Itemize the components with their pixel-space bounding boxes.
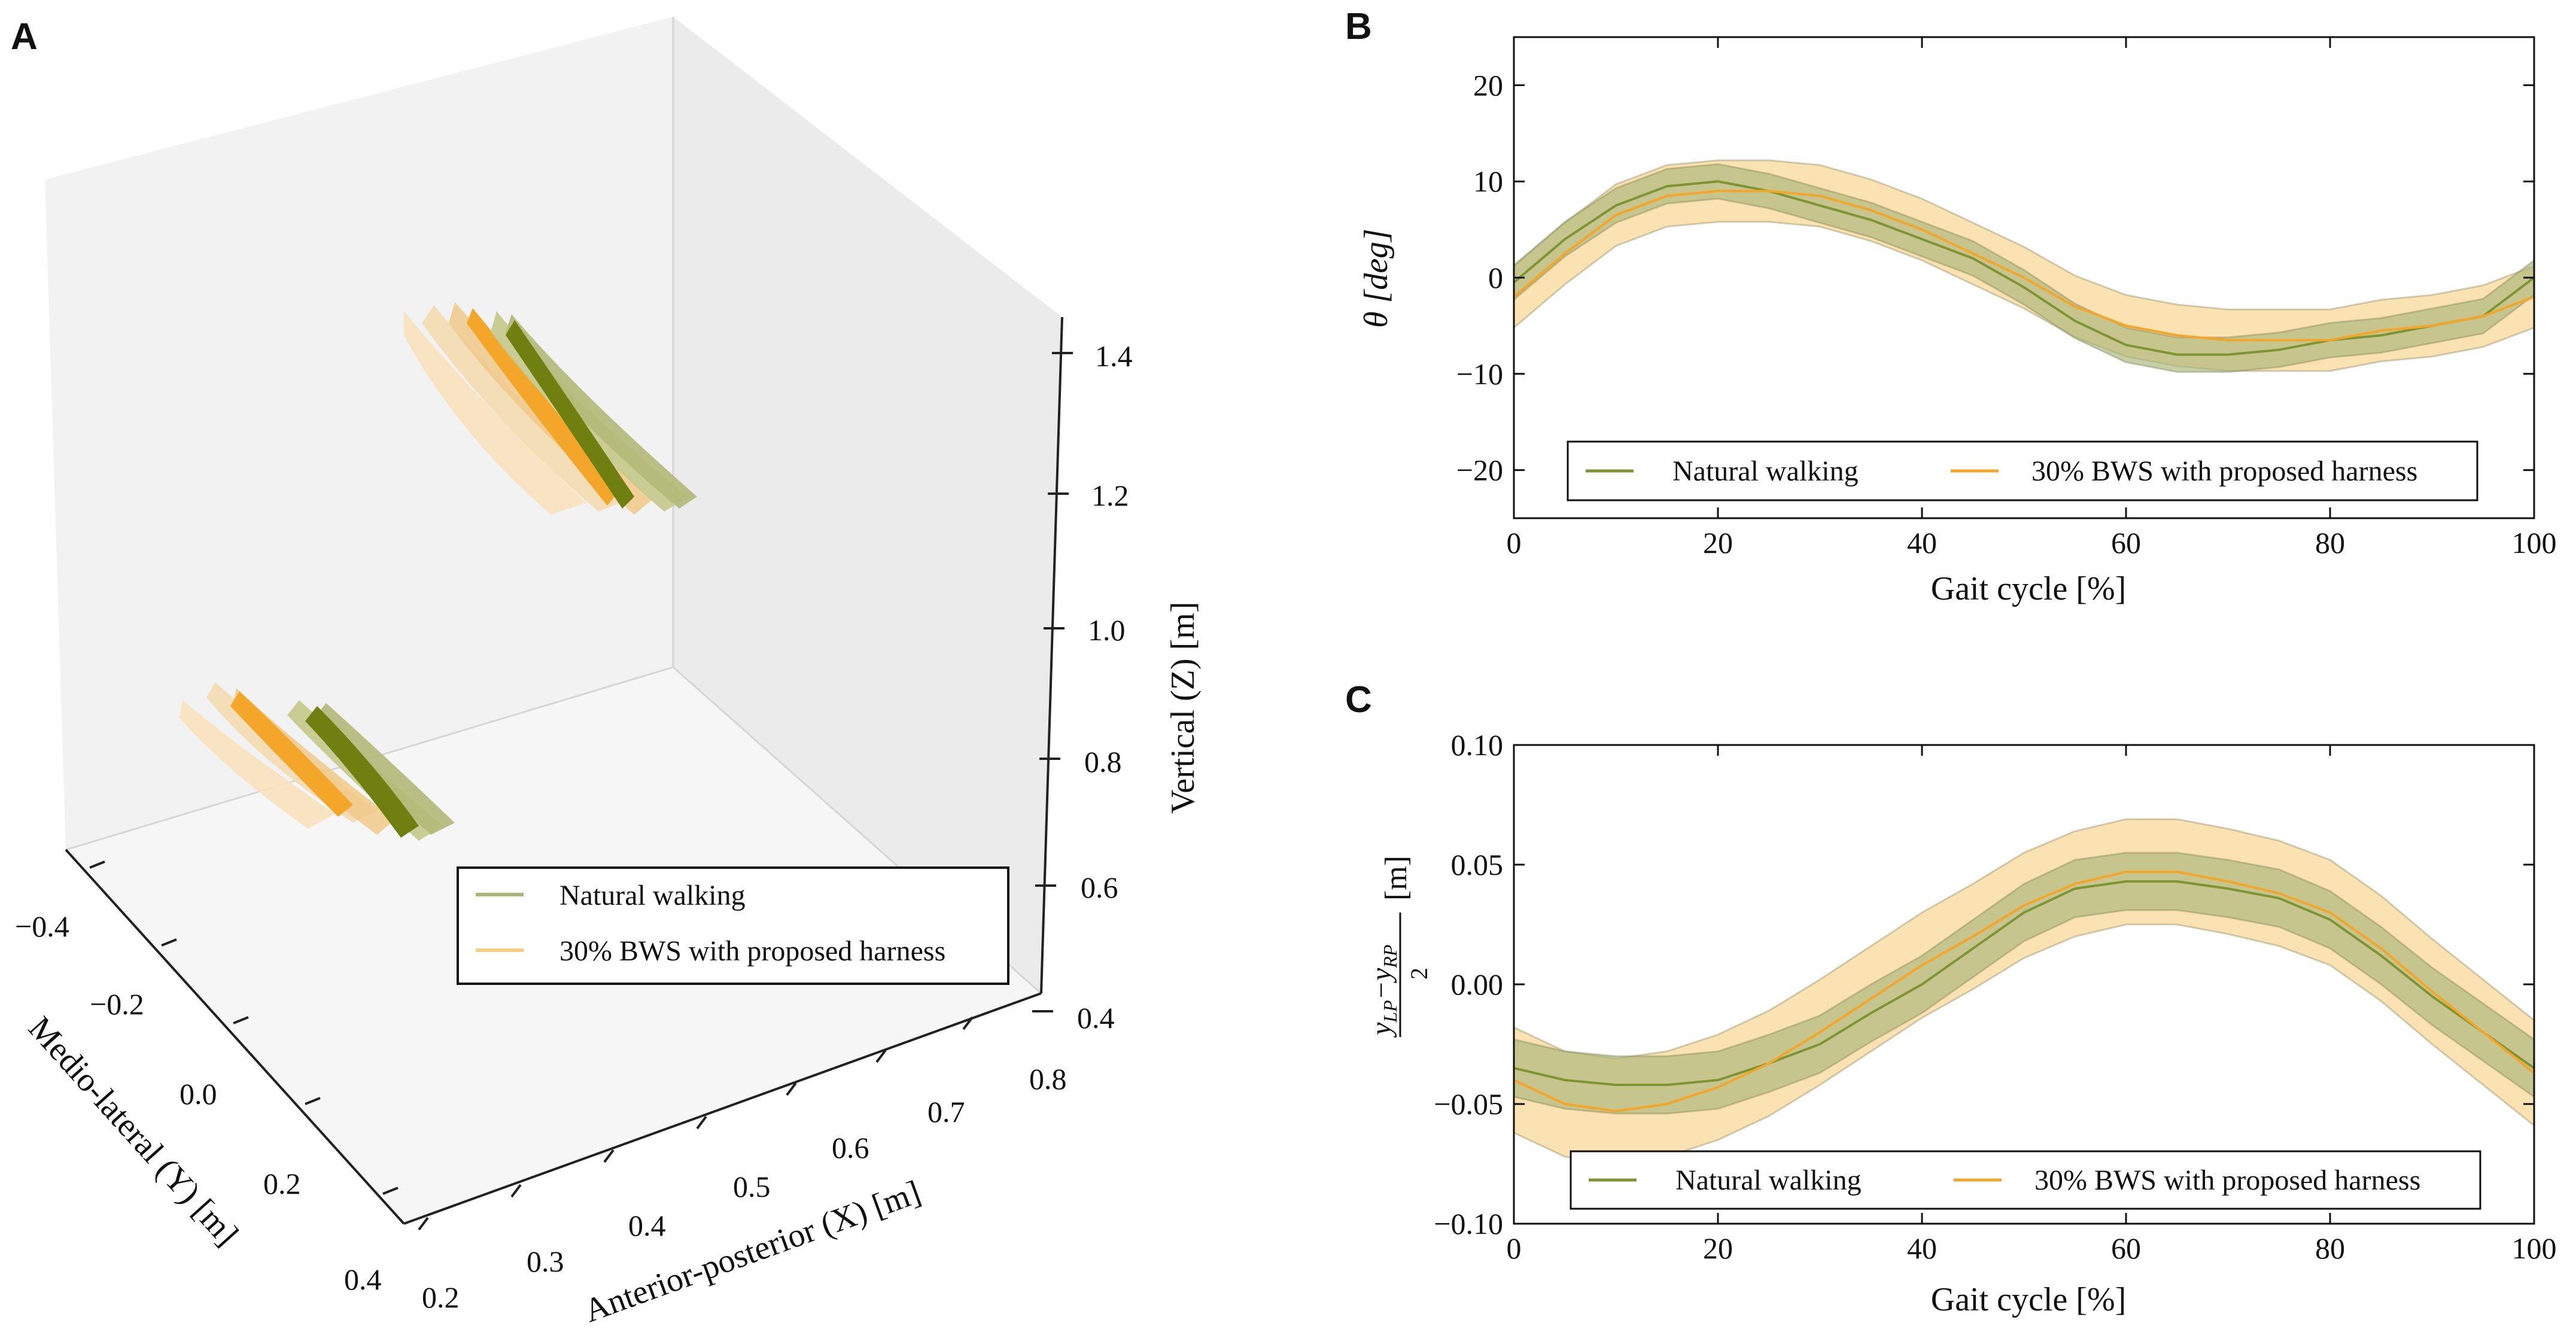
y-tick: −0.2 — [90, 987, 144, 1021]
natural-trajectory — [314, 703, 455, 835]
bws-mean-line — [1513, 190, 2535, 342]
y-tick: 0.2 — [263, 1167, 301, 1200]
y-tick: 0.4 — [344, 1263, 382, 1296]
z-tick: 0.8 — [1084, 745, 1122, 778]
lower-trajectory-cluster — [180, 682, 455, 841]
legend-label-natural: Natural walking — [559, 880, 746, 911]
bws-trajectory — [230, 691, 353, 817]
natural-trajectory — [506, 314, 697, 509]
x-tick-label: 40 — [1907, 526, 1937, 559]
x-tick: 0.7 — [927, 1095, 965, 1129]
legend-c: Natural walking 30% BWS with proposed ha… — [1570, 1150, 2481, 1210]
z-tick: 1.4 — [1095, 339, 1133, 373]
x-tick-labels: 0.2 0.3 0.4 0.5 0.6 0.7 0.8 — [422, 1062, 1067, 1314]
c-x-axis-label: Gait cycle [%] — [1931, 1281, 2126, 1318]
z-axis-line — [1040, 317, 1063, 994]
legend-box — [457, 866, 1009, 985]
y-tick: −0.4 — [15, 910, 69, 943]
back-right-pane — [673, 17, 1062, 993]
natural-mean-line — [1513, 880, 2535, 1086]
legend-b: Natural walking 30% BWS with proposed ha… — [1567, 440, 2478, 501]
natural-trajectory — [506, 320, 634, 509]
natural-band — [1513, 851, 2535, 1115]
x-tick-label: 0 — [1507, 1231, 1522, 1265]
axes-3d — [65, 317, 1063, 1225]
z-tick-labels: 0.4 0.6 0.8 1.0 1.2 1.4 — [1077, 339, 1133, 1035]
c-y-axis-label: yLP−yRP 2 [m] — [1365, 856, 1433, 1038]
x-tick: 0.4 — [628, 1209, 666, 1242]
chart-c-plot-area: 0 20 40 60 80 100 −0.10 −0.05 0.00 0.05 0.10 — [1434, 728, 2556, 1265]
y-axis-label: Medio-lateral (Y) [m] — [21, 1009, 245, 1253]
x-tick: 0.8 — [1029, 1062, 1067, 1096]
legend-label-natural: Natural walking — [1672, 455, 1859, 487]
x-tick: 0.3 — [527, 1245, 564, 1278]
natural-trajectory — [305, 706, 419, 838]
x-tick: 0.2 — [422, 1281, 460, 1314]
x-tick-label: 100 — [2512, 526, 2557, 559]
panel-a: A — [11, 16, 1202, 1330]
bws-trajectory — [467, 308, 619, 506]
c-ylabel-numerator: yLP−yRP — [1365, 945, 1401, 1038]
y-tick-labels: −0.4 −0.2 0.0 0.2 0.4 — [15, 910, 382, 1296]
y-tick-label: −0.10 — [1434, 1207, 1503, 1240]
y-axis-line — [65, 849, 405, 1225]
axes-3d-ticks — [89, 352, 1073, 1231]
x-tick-label: 100 — [2512, 1231, 2557, 1265]
chart-b-plot-area: 0 20 40 60 80 100 −20 −10 0 10 20 — [1456, 36, 2557, 559]
y-tick-label: 0.10 — [1451, 728, 1504, 762]
b-y-axis-label: θ [deg] — [1358, 229, 1395, 328]
c-ylabel-unit: [m] — [1379, 856, 1413, 901]
panel-letter-b: B — [1345, 6, 1372, 47]
y-tick-label: −0.05 — [1434, 1087, 1503, 1121]
legend-a: Natural walking 30% BWS with proposed ha… — [457, 866, 1009, 985]
z-tick: 0.4 — [1077, 1001, 1115, 1035]
y-tick-label: 0.05 — [1451, 848, 1504, 881]
x-tick-label: 20 — [1703, 1231, 1733, 1265]
x-tick-label: 80 — [2315, 526, 2345, 559]
z-tick: 1.2 — [1091, 479, 1129, 512]
y-tick-label: −20 — [1456, 454, 1503, 487]
x-tick-label: 60 — [2111, 1231, 2141, 1265]
x-tick-label: 20 — [1703, 526, 1733, 559]
legend-label-natural: Natural walking — [1675, 1164, 1862, 1196]
legend-label-bws: 30% BWS with proposed harness — [559, 935, 945, 967]
x-tick-label: 40 — [1907, 1231, 1937, 1265]
panel-letter-c: C — [1345, 679, 1372, 720]
legend-label-bws: 30% BWS with proposed harness — [2031, 455, 2417, 487]
y-tick-label: 10 — [1473, 165, 1503, 198]
bws-mean-line — [1513, 871, 2535, 1113]
bws-trajectory — [404, 311, 586, 515]
panel-c: C 0 20 40 60 80 100 −0.10 −0.05 0.00 0.05 0.10 Gai… — [1345, 679, 2557, 1318]
y-tick: 0.0 — [180, 1077, 217, 1111]
x-tick-label: 60 — [2111, 526, 2141, 559]
x-axis-line — [403, 992, 1042, 1225]
panel-letter-a: A — [11, 16, 38, 57]
y-tick-label: −10 — [1456, 357, 1503, 391]
c-ylabel-denominator: 2 — [1406, 968, 1433, 980]
upper-trajectory-cluster — [404, 302, 697, 515]
legend-label-bws: 30% BWS with proposed harness — [2034, 1164, 2420, 1196]
x-tick: 0.6 — [832, 1131, 869, 1164]
z-axis-label: Vertical (Z) [m] — [1164, 602, 1202, 814]
legend-box — [1567, 440, 2478, 501]
y-tick-label: 0 — [1488, 261, 1503, 294]
natural-mean-line — [1513, 180, 2535, 356]
y-tick-label: 0.00 — [1451, 968, 1504, 1001]
x-tick: 0.5 — [733, 1170, 771, 1203]
y-tick-label: 20 — [1473, 68, 1503, 102]
legend-box — [1570, 1150, 2481, 1210]
x-tick-label: 0 — [1507, 526, 1522, 559]
b-x-axis-label: Gait cycle [%] — [1931, 570, 2126, 607]
panel-b: B 0 20 40 60 80 100 −20 −10 0 10 20 Gait cycle [%]… — [1345, 6, 2557, 607]
back-left-pane — [45, 17, 673, 850]
bws-trajectory — [180, 700, 335, 829]
z-tick: 0.6 — [1081, 871, 1118, 904]
x-tick-label: 80 — [2315, 1231, 2345, 1265]
z-tick: 1.0 — [1088, 613, 1126, 647]
